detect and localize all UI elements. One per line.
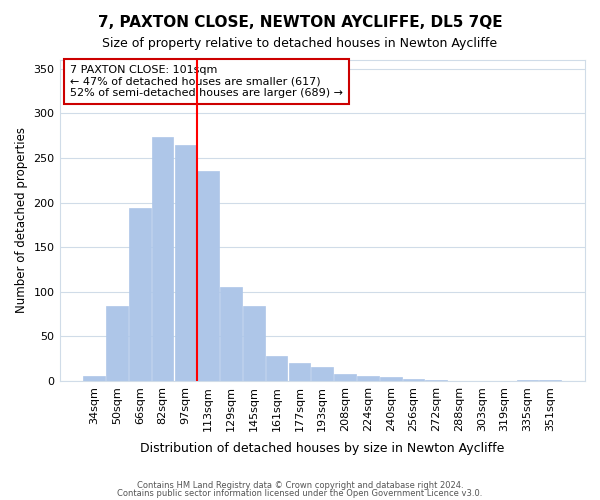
Text: Contains public sector information licensed under the Open Government Licence v3: Contains public sector information licen…	[118, 488, 482, 498]
Text: Size of property relative to detached houses in Newton Aycliffe: Size of property relative to detached ho…	[103, 38, 497, 51]
Bar	[311, 366, 333, 381]
Bar	[266, 356, 287, 381]
Bar	[106, 306, 128, 381]
X-axis label: Distribution of detached houses by size in Newton Aycliffe: Distribution of detached houses by size …	[140, 442, 505, 455]
Bar	[425, 380, 447, 381]
Bar	[357, 376, 379, 381]
Bar	[197, 170, 219, 381]
Bar	[129, 208, 151, 381]
Text: 7, PAXTON CLOSE, NEWTON AYCLIFFE, DL5 7QE: 7, PAXTON CLOSE, NEWTON AYCLIFFE, DL5 7Q…	[98, 15, 502, 30]
Bar	[334, 374, 356, 381]
Bar	[152, 136, 173, 381]
Text: 7 PAXTON CLOSE: 101sqm
← 47% of detached houses are smaller (617)
52% of semi-de: 7 PAXTON CLOSE: 101sqm ← 47% of detached…	[70, 65, 343, 98]
Y-axis label: Number of detached properties: Number of detached properties	[15, 128, 28, 314]
Bar	[289, 363, 310, 381]
Bar	[403, 379, 424, 381]
Bar	[539, 380, 561, 381]
Text: Contains HM Land Registry data © Crown copyright and database right 2024.: Contains HM Land Registry data © Crown c…	[137, 481, 463, 490]
Bar	[220, 288, 242, 381]
Bar	[83, 376, 105, 381]
Bar	[243, 306, 265, 381]
Bar	[380, 378, 401, 381]
Bar	[517, 380, 538, 381]
Bar	[175, 144, 196, 381]
